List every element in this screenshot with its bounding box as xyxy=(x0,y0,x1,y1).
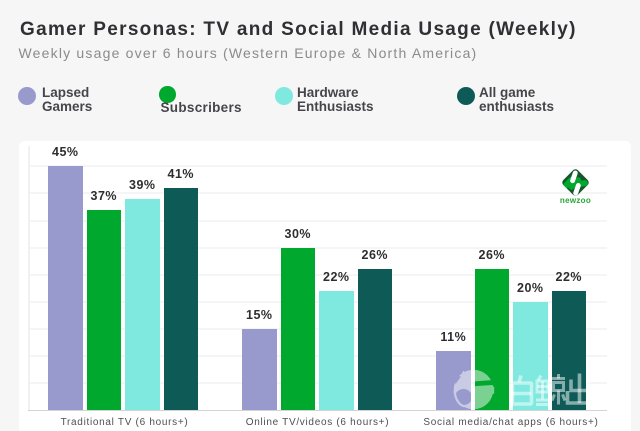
svg-text:newzoo: newzoo xyxy=(560,196,591,205)
